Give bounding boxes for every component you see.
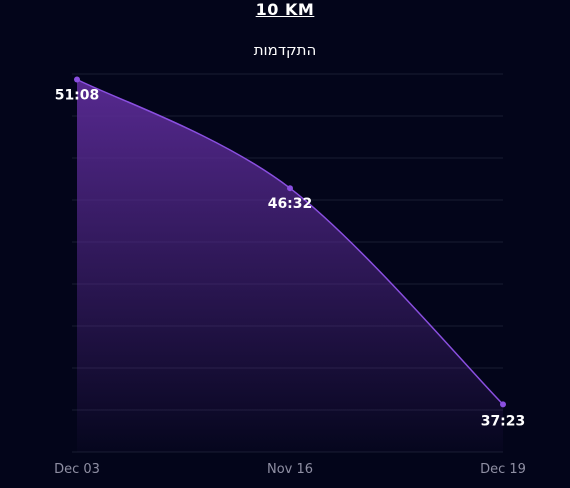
data-point-0[interactable] (74, 76, 80, 83)
series-area (77, 79, 503, 452)
data-label-0: 51:08 (55, 88, 100, 104)
data-point-1[interactable] (287, 185, 293, 192)
data-labels: 51:08 46:32 37:23 (55, 88, 526, 430)
x-tick-label-1: Nov 16 (267, 462, 313, 477)
x-axis-ticks: Dec 03 Nov 16 Dec 19 (54, 462, 526, 477)
chart-title: 10 KM (255, 0, 315, 19)
chart-subtitle: התקדמות (253, 41, 317, 59)
data-points (74, 76, 506, 408)
x-tick-label-2: Dec 19 (480, 462, 526, 477)
x-tick-label-0: Dec 03 (54, 462, 100, 477)
data-point-2[interactable] (500, 401, 506, 408)
data-label-2: 37:23 (481, 413, 526, 429)
data-label-1: 46:32 (268, 196, 313, 212)
